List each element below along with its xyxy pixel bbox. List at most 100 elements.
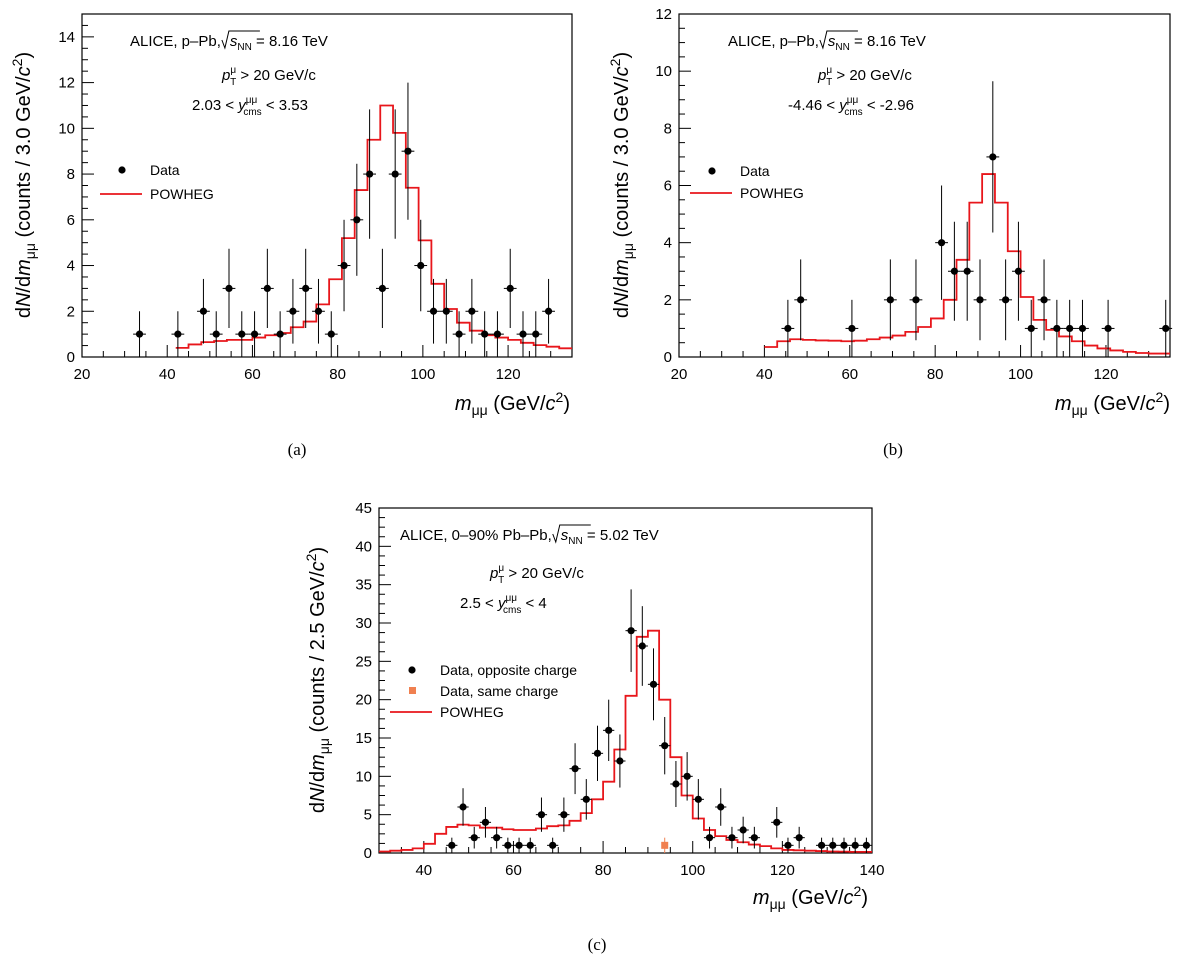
- data-point: [593, 749, 602, 757]
- legend-data-marker: [408, 666, 416, 674]
- y-tick-label: 45: [355, 500, 372, 517]
- data-point: [1053, 324, 1061, 333]
- data-point: [912, 296, 920, 304]
- data-point: [493, 330, 502, 338]
- data-point: [694, 795, 702, 803]
- data-point: [672, 780, 680, 788]
- data-point: [199, 307, 208, 315]
- pt-cut-label: pμ T > 20 GeV/c: [221, 65, 316, 88]
- y-tick-label: 0: [364, 845, 372, 862]
- y-tick-label: 40: [355, 538, 372, 555]
- data-point: [616, 757, 624, 765]
- data-point: [862, 841, 870, 849]
- sqrt-sign: [221, 30, 260, 50]
- data-point: [605, 726, 613, 734]
- y-tick-label: 4: [67, 258, 75, 275]
- chart-panel-2: 20 40 60 80 100 120 0 2 4 6 8 10 12 ALICE, p–Pb, sNN …: [607, 6, 1173, 459]
- data-point: [661, 742, 669, 750]
- data-point: [797, 296, 805, 304]
- data-point: [455, 330, 463, 338]
- data-point: [739, 826, 747, 834]
- data-point: [571, 765, 579, 773]
- sqrt-sign: [552, 524, 591, 544]
- data-point: [429, 307, 438, 315]
- y-tick-label: 10: [655, 63, 672, 80]
- data-point: [404, 147, 412, 155]
- data-point: [135, 330, 144, 338]
- data-point: [851, 841, 859, 849]
- data-point: [174, 330, 182, 338]
- data-point: [468, 307, 476, 315]
- data-point: [705, 834, 714, 842]
- y-tick-label: 2: [664, 292, 672, 309]
- x-tick-label: 60: [244, 366, 261, 383]
- x-tick-label: 120: [770, 862, 795, 879]
- panel-caption: (c): [588, 935, 607, 954]
- data-point: [1066, 324, 1074, 333]
- energy-label: sNN = 5.02 TeV: [561, 527, 659, 547]
- data-point: [519, 330, 527, 338]
- same-charge-point: [661, 841, 669, 849]
- data-point: [840, 841, 848, 849]
- data-point: [717, 803, 725, 811]
- data-point: [526, 841, 534, 849]
- y-tick-label: 12: [655, 6, 672, 23]
- data-point: [638, 642, 646, 650]
- sqrt-sign: [819, 30, 858, 50]
- data-point: [784, 324, 792, 333]
- y-tick-label: 5: [364, 807, 372, 824]
- data-point: [532, 330, 540, 338]
- x-tick-label: 20: [74, 366, 91, 383]
- y-tick-label: 0: [67, 349, 75, 366]
- data-point: [886, 296, 894, 304]
- legend-label: Data: [740, 163, 770, 179]
- y-tick-label: 8: [67, 166, 75, 183]
- data-point: [1027, 324, 1035, 333]
- panel-caption: (a): [288, 440, 307, 459]
- data-point: [212, 330, 220, 338]
- data-point: [481, 818, 490, 826]
- y-tick-label: 20: [355, 692, 372, 709]
- data-point: [1040, 296, 1048, 304]
- y-tick-label: 15: [355, 730, 372, 747]
- data-point: [937, 239, 946, 247]
- y-axis-label: dN/dmμμ (counts / 3.0 GeV/c2): [9, 52, 38, 318]
- data-point: [829, 841, 837, 849]
- y-tick-label: 8: [664, 120, 672, 137]
- x-tick-label: 20: [671, 366, 688, 383]
- legend-label: POWHEG: [150, 186, 214, 202]
- legend-data-marker: [118, 166, 126, 174]
- legend-label: Data, same charge: [440, 683, 558, 699]
- data-point: [728, 834, 736, 842]
- x-tick-label: 120: [1093, 366, 1118, 383]
- data-point: [506, 284, 514, 292]
- legend-label: POWHEG: [740, 185, 804, 201]
- data-point: [515, 841, 523, 849]
- panel-caption: (b): [883, 440, 903, 459]
- data-point: [391, 170, 399, 178]
- legend-label: POWHEG: [440, 704, 504, 720]
- energy-label: sNN = 8.16 TeV: [828, 33, 926, 53]
- x-tick-label: 100: [1008, 366, 1033, 383]
- rapidity-label: 2.03 < yμμ cms < 3.53: [192, 95, 308, 118]
- x-tick-label: 40: [415, 862, 432, 879]
- data-point: [989, 153, 997, 161]
- energy-label: sNN = 8.16 TeV: [230, 33, 328, 53]
- x-tick-label: 60: [841, 366, 858, 383]
- chart-panel-1: 20 40 60 80 100 120 0 2 4 6 8 10 12 14 ALICE, p–Pb, sN…: [9, 13, 573, 459]
- data-point: [1014, 267, 1023, 275]
- data-point: [366, 170, 374, 178]
- y-tick-label: 30: [355, 615, 372, 632]
- x-axis-label: mμμ (GeV/c2): [753, 883, 868, 912]
- data-point: [481, 330, 489, 338]
- data-point: [504, 841, 512, 849]
- x-tick-label: 80: [927, 366, 944, 383]
- data-point: [353, 216, 361, 224]
- pt-cut-label: pμ T > 20 GeV/c: [817, 65, 912, 88]
- powheg-curve: [379, 629, 872, 853]
- x-tick-label: 100: [410, 366, 435, 383]
- data-point: [795, 834, 803, 842]
- x-tick-label: 80: [595, 862, 612, 879]
- legend-data-marker: [708, 167, 716, 175]
- legend-same-charge-marker: [409, 687, 416, 694]
